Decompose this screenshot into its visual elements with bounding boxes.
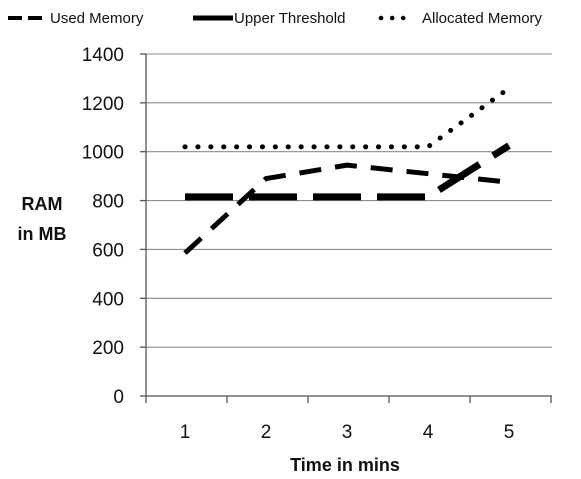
- y-tick-label: 0: [113, 387, 124, 408]
- series-line-used-memory: [183, 162, 510, 255]
- x-tick-label: 5: [504, 422, 515, 443]
- y-tick-label: 1200: [82, 94, 124, 115]
- legend-label-allocated-memory: Allocated Memory: [422, 10, 543, 27]
- x-tick-label: 1: [180, 422, 191, 443]
- gridlines: [146, 53, 552, 348]
- y-tick-label: 200: [92, 338, 124, 359]
- x-tick-label: 2: [261, 422, 272, 443]
- x-axis-title: Time in mins: [290, 455, 400, 475]
- legend: Used Memory Upper Threshold Allocated Memo…: [8, 10, 543, 27]
- x-tick-label: 4: [423, 422, 434, 443]
- x-tick-label: 3: [342, 422, 353, 443]
- y-tick-label: 1400: [82, 45, 124, 66]
- x-tick-labels: 1 2 3 4 5: [145, 396, 552, 443]
- legend-label-upper-threshold: Upper Threshold: [234, 10, 345, 27]
- y-axis-title-line-1: RAM: [22, 194, 63, 214]
- legend-label-used-memory: Used Memory: [50, 10, 144, 27]
- y-tick-label: 800: [92, 192, 124, 213]
- y-tick-label: 600: [92, 240, 124, 261]
- axes: [145, 54, 552, 397]
- y-tick-label: 1000: [82, 143, 124, 164]
- series-line-allocated-memory: [182, 85, 512, 150]
- y-tick-labels: 0 200 400 600 800 1000 1200 1400: [82, 45, 146, 408]
- y-axis-title-line-2: in MB: [18, 224, 67, 244]
- y-tick-label: 400: [92, 289, 124, 310]
- series-line-upper-threshold: [185, 142, 511, 201]
- series-lines: [182, 85, 512, 255]
